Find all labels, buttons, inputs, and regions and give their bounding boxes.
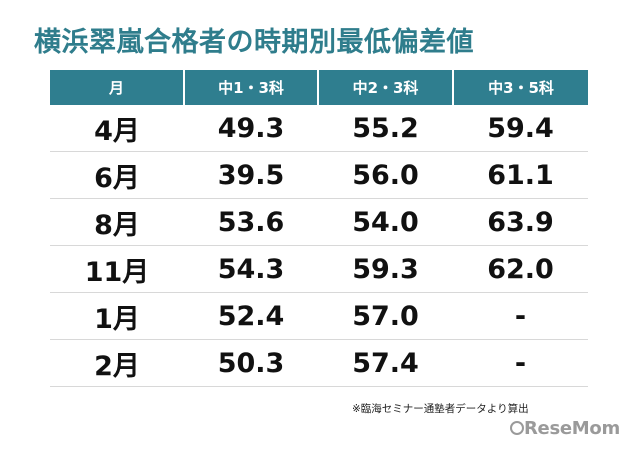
table-row: 8月 53.6 54.0 63.9 (50, 198, 588, 246)
column-header-grade2: 中2・3科 (317, 70, 453, 105)
value-cell: 59.4 (453, 105, 588, 152)
table-row: 6月 39.5 56.0 61.1 (50, 151, 588, 199)
value-cell: 57.0 (318, 292, 453, 340)
column-header-grade3: 中3・5科 (452, 70, 588, 105)
value-cell: 61.1 (453, 151, 588, 199)
month-cell: 6月 (50, 151, 184, 199)
value-cell: 39.5 (184, 151, 318, 199)
month-cell: 8月 (50, 198, 184, 246)
value-cell: 57.4 (318, 339, 453, 387)
value-cell: 59.3 (318, 245, 453, 293)
value-cell: - (453, 292, 588, 340)
month-cell: 2月 (50, 339, 184, 387)
source-note: ※臨海セミナー通塾者データより算出 (352, 403, 529, 415)
value-cell: 49.3 (184, 105, 318, 152)
value-cell: 63.9 (453, 198, 588, 246)
value-cell: 53.6 (184, 198, 318, 246)
table-header-row: 月 中1・3科 中2・3科 中3・5科 (50, 70, 588, 105)
table-row: 2月 50.3 57.4 - (50, 339, 588, 387)
table-row: 1月 52.4 57.0 - (50, 292, 588, 340)
value-cell: 62.0 (453, 245, 588, 293)
table-row: 11月 54.3 59.3 62.0 (50, 245, 588, 293)
site-logo: ReseMom (524, 418, 620, 439)
value-cell: 50.3 (184, 339, 318, 387)
value-cell: 55.2 (318, 105, 453, 152)
value-cell: - (453, 339, 588, 387)
month-cell: 1月 (50, 292, 184, 340)
value-cell: 52.4 (184, 292, 318, 340)
column-header-grade1: 中1・3科 (183, 70, 318, 105)
deviation-table: 月 中1・3科 中2・3科 中3・5科 4月 49.3 55.2 59.4 6月… (50, 70, 588, 387)
page-title: 横浜翠嵐合格者の時期別最低偏差値 (34, 27, 474, 58)
logo-icon (510, 421, 524, 435)
month-cell: 4月 (50, 105, 184, 152)
month-cell: 11月 (50, 245, 184, 293)
value-cell: 56.0 (318, 151, 453, 199)
column-header-month: 月 (50, 70, 184, 105)
value-cell: 54.3 (184, 245, 318, 293)
value-cell: 54.0 (318, 198, 453, 246)
table-row: 4月 49.3 55.2 59.4 (50, 105, 588, 152)
